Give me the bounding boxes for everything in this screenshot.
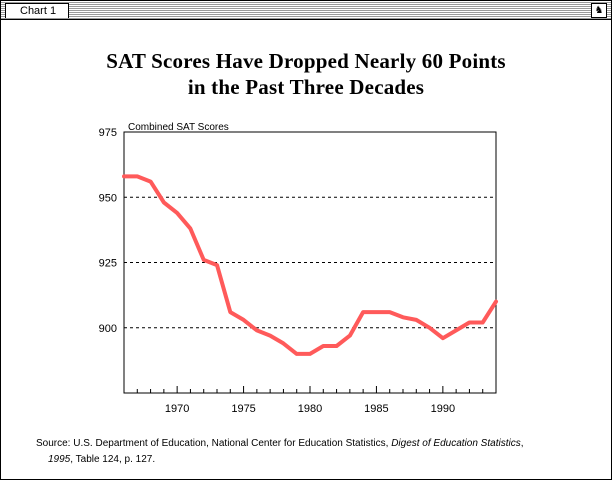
source-note: Source: U.S. Department of Education, Na… [36,436,576,468]
y-tick-label-900: 900 [99,323,117,335]
chart-title: SAT Scores Have Dropped Nearly 60 Points… [0,48,612,100]
chart-title-line-2: in the Past Three Decades [187,75,425,99]
window-tab[interactable]: Chart 1 [5,3,70,18]
x-tick-label-1975: 1975 [231,403,255,415]
x-tick-label-1985: 1985 [364,403,388,415]
source-mid: , [520,438,524,449]
x-tick-label-1980: 1980 [298,403,322,415]
y-tick-label-975: 975 [99,127,117,139]
window-titlebar[interactable]: Chart 1 ♞ [1,1,611,20]
source-title-b: 1995 [48,454,71,465]
x-tick-label-1970: 1970 [165,403,189,415]
series-line-0 [122,174,498,356]
y-axis-label: Combined SAT Scores [128,122,229,133]
y-tick-label-950: 950 [99,192,117,204]
source-suffix: , Table 124, p. 127. [70,454,156,465]
source-title-a: Digest of Education Statistics [391,438,521,449]
source-prefix: Source: U.S. Department of Education, Na… [36,438,392,449]
y-tick-label-925: 925 [99,258,117,270]
chart-title-line-1: SAT Scores Have Dropped Nearly 60 Points [106,49,506,73]
x-tick-label-1990: 1990 [431,403,455,415]
bell-icon[interactable]: ♞ [591,3,607,18]
window-tab-label: Chart 1 [20,5,57,17]
